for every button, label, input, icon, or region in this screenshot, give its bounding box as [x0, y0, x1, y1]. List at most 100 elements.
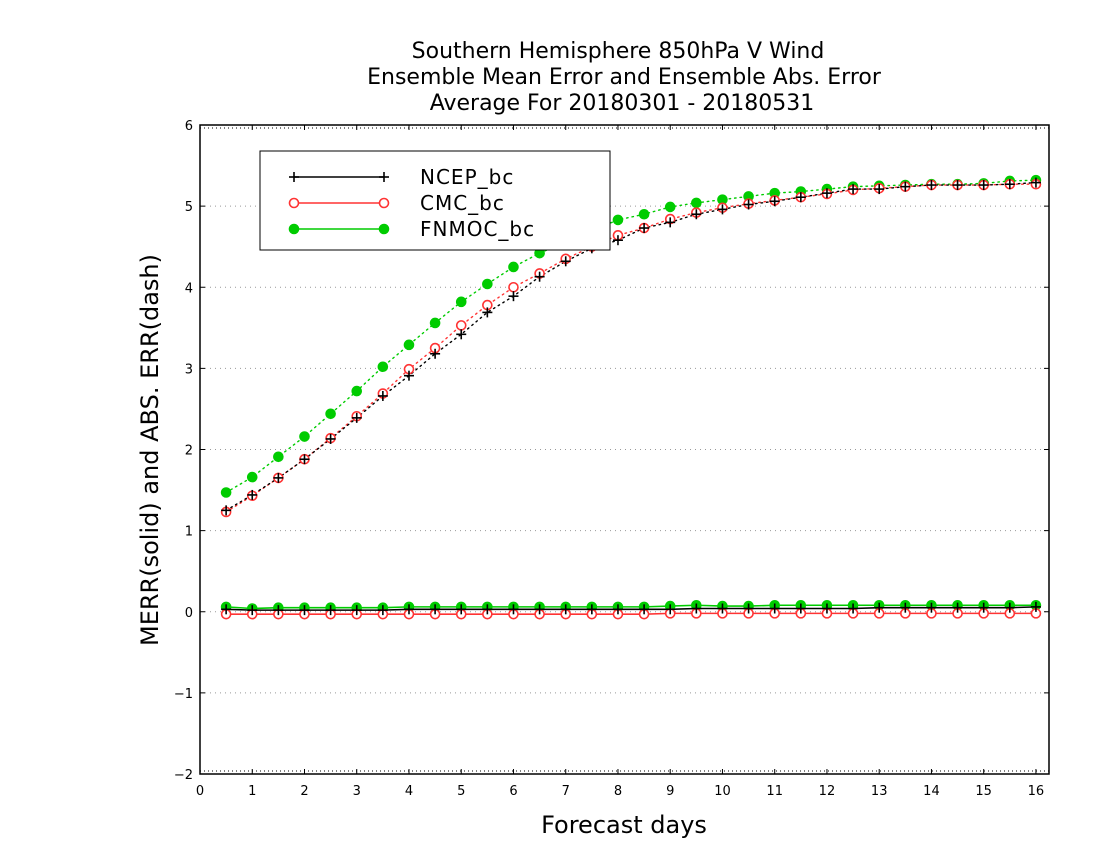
plus-marker	[978, 602, 989, 613]
x-tick-label: 3	[353, 784, 361, 799]
filled-circle-marker	[220, 487, 232, 498]
legend-item-fnmoc-bc: FNMOC_bc	[288, 217, 534, 241]
x-tick-label: 6	[509, 784, 517, 799]
plus-marker	[247, 605, 258, 616]
plus-marker	[482, 604, 493, 615]
x-tick-label: 2	[300, 784, 308, 799]
plus-marker	[769, 196, 780, 207]
plus-marker	[612, 604, 623, 615]
open-circle-marker	[455, 320, 467, 331]
y-tick-labels: −2 −1 0 1 2 3 4 5 6	[174, 119, 193, 783]
plus-marker	[665, 604, 676, 615]
plus-marker	[379, 172, 389, 182]
plus-marker	[874, 602, 885, 613]
filled-circle-marker	[378, 223, 390, 235]
plus-marker	[1004, 602, 1015, 613]
plus-marker	[273, 472, 284, 483]
legend-item-cmc-bc: CMC_bc	[288, 191, 504, 215]
x-tick-label: 8	[614, 784, 622, 799]
x-tick-labels: 0 1 2 3 4 5 6 7 8 9 10 11 12 13 14 15 16	[196, 784, 1044, 799]
x-tick-label: 7	[562, 784, 570, 799]
plus-marker	[717, 204, 728, 215]
plus-marker	[874, 184, 885, 195]
plus-marker	[482, 307, 493, 318]
plus-marker	[665, 217, 676, 228]
filled-circle-marker	[288, 223, 300, 235]
plus-marker	[1030, 177, 1041, 188]
open-circle-marker	[288, 197, 300, 209]
x-tick-label: 5	[457, 784, 465, 799]
plus-marker	[926, 180, 937, 191]
plus-marker	[1030, 601, 1041, 612]
series-ncep-bc-merr-points	[221, 601, 1041, 616]
y-axis-label: MERR(solid) and ABS. ERR(dash)	[136, 254, 164, 646]
plus-marker	[612, 235, 623, 246]
plus-marker	[299, 605, 310, 616]
y-tick-label: 6	[185, 119, 193, 134]
axes	[199, 124, 1050, 775]
x-tick-label: 0	[196, 784, 204, 799]
plus-marker	[586, 604, 597, 615]
x-tick-label: 1	[248, 784, 256, 799]
plus-marker	[795, 603, 806, 614]
chart-title-line-2: Ensemble Mean Error and Ensemble Abs. Er…	[367, 65, 882, 90]
y-tick-label: 5	[185, 200, 193, 215]
legend-item-ncep-bc: NCEP_bc	[289, 165, 513, 189]
x-tick-label: 12	[819, 784, 836, 799]
plus-marker	[508, 604, 519, 615]
plus-marker	[534, 604, 545, 615]
y-tick-label: −2	[174, 768, 193, 783]
filled-circle-marker	[325, 408, 336, 420]
plus-marker	[221, 505, 232, 516]
filled-circle-marker	[377, 361, 389, 373]
plus-marker	[821, 188, 832, 199]
plus-marker	[403, 370, 414, 381]
plus-marker	[289, 172, 299, 182]
plus-marker	[456, 329, 467, 340]
x-axis-label: Forecast days	[541, 811, 707, 839]
plus-marker	[743, 603, 754, 614]
y-tick-label: 0	[185, 606, 193, 621]
plus-marker	[325, 433, 336, 444]
plus-marker	[377, 390, 388, 401]
open-circle-marker	[378, 197, 390, 209]
plus-marker	[743, 199, 754, 210]
plus-marker	[691, 209, 702, 220]
filled-circle-marker	[612, 214, 624, 226]
plus-marker	[560, 604, 571, 615]
plus-marker	[639, 604, 650, 615]
x-tick-label: 14	[923, 784, 940, 799]
x-tick-label: 16	[1028, 784, 1045, 799]
plus-marker	[639, 223, 650, 234]
plus-marker	[325, 605, 336, 616]
filled-circle-marker	[351, 385, 363, 397]
plus-marker	[560, 256, 571, 267]
plus-marker	[403, 604, 414, 615]
filled-circle-marker	[664, 201, 676, 213]
filled-circle-marker	[403, 339, 415, 351]
x-tick-label: 10	[714, 784, 731, 799]
y-tick-label: 4	[185, 281, 193, 296]
plus-marker	[221, 604, 232, 615]
open-circle-marker	[508, 281, 519, 293]
plus-marker	[900, 602, 911, 613]
plus-marker	[848, 184, 859, 195]
plus-marker	[247, 489, 258, 500]
plus-marker	[717, 603, 728, 614]
plus-marker	[430, 604, 441, 615]
filled-circle-marker	[455, 296, 467, 308]
plus-marker	[299, 454, 310, 465]
x-tick-label: 4	[405, 784, 413, 799]
series-cmc-bc-merr-line	[226, 612, 1036, 615]
plus-marker	[456, 604, 467, 615]
legend-box	[259, 150, 611, 251]
plus-marker	[952, 602, 963, 613]
chart-title-line-3: Average For 20180301 - 20180531	[430, 91, 815, 116]
plus-marker	[952, 180, 963, 191]
plus-marker	[978, 180, 989, 191]
plus-marker	[508, 291, 519, 302]
x-tick-label: 15	[975, 784, 992, 799]
plus-marker	[769, 603, 780, 614]
